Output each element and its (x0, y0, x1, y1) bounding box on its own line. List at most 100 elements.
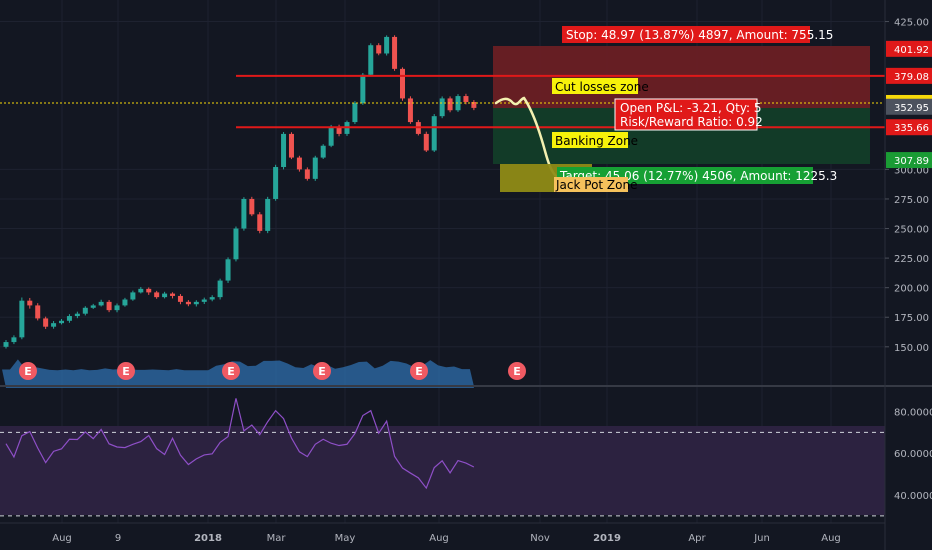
time-tick-label: 2018 (194, 533, 222, 544)
candlestick-series (3, 35, 477, 349)
candle-body (138, 288, 144, 293)
time-tick-label: Aug (821, 533, 841, 544)
candle-body (43, 318, 49, 327)
candle-body (170, 293, 176, 296)
candle-body (225, 259, 231, 281)
pnl-box (614, 98, 758, 131)
candle-body (352, 103, 358, 123)
candle-body (304, 169, 310, 179)
time-tick-label: Nov (530, 533, 550, 544)
earnings-label: E (318, 365, 326, 378)
candle-body (130, 292, 136, 300)
earnings-icon (410, 362, 428, 380)
candle-body (11, 337, 17, 343)
candle-body (439, 98, 445, 117)
candle-body (423, 133, 429, 151)
price-label-text: 307.89 (894, 156, 929, 167)
earnings-icon (508, 362, 526, 380)
candle-body (471, 101, 477, 108)
candle-body (265, 198, 271, 231)
candle-body (3, 342, 9, 347)
earnings-icon (117, 362, 135, 380)
price-tick-label: 175.00 (894, 313, 929, 324)
candle-body (241, 198, 247, 229)
candle-body (368, 45, 374, 75)
candle-body (217, 280, 223, 298)
candle-body (66, 316, 72, 321)
banking-label-box (552, 132, 628, 148)
open-pnl-text: Open P&L: -3.21, Qty: 5 (620, 101, 762, 115)
candle-body (74, 313, 80, 317)
candle-body (146, 288, 152, 293)
price-tick-label: 275.00 (894, 195, 929, 206)
target-info-text: Target: 45.06 (12.77%) 4506, Amount: 122… (559, 169, 837, 183)
rsi-tick-label: 60.0000 (894, 449, 932, 460)
candle-body (312, 157, 318, 179)
candle-body (455, 96, 461, 111)
candle-body (360, 74, 366, 104)
candle-body (233, 228, 239, 260)
earnings-label: E (513, 365, 521, 378)
price-label-text: 352.95 (894, 103, 929, 114)
candle-body (249, 198, 255, 215)
risk-reward-text: Risk/Reward Ratio: 0.92 (620, 115, 763, 129)
candle-body (177, 295, 183, 302)
price-tick-label: 225.00 (894, 254, 929, 265)
earnings-icon (222, 362, 240, 380)
candle-body (51, 323, 57, 327)
candle-body (19, 300, 25, 338)
banking-label: Banking Zone (555, 134, 638, 148)
candle-body (400, 68, 405, 99)
candle-body (193, 301, 199, 305)
candle-body (154, 292, 160, 298)
candle-body (288, 133, 294, 158)
price-label-text: 335.66 (894, 123, 929, 134)
candle-body (336, 126, 342, 134)
price-label-text: 379.08 (894, 72, 929, 83)
projected-path (494, 96, 558, 178)
candle-body (35, 305, 41, 319)
cut-losses-label-box (552, 78, 638, 94)
earnings-icon (19, 362, 37, 380)
rsi-axis[interactable]: 80.0000 60.0000 40.0000 (894, 408, 932, 502)
price-axis[interactable]: 425.00 300.00 275.00 250.00 225.00 200.00 175.… (885, 18, 929, 354)
stop-info-box (562, 26, 810, 43)
time-tick-label: 2019 (593, 533, 621, 544)
candle-body (162, 293, 168, 298)
earnings-label: E (122, 365, 130, 378)
earnings-label: E (24, 365, 32, 378)
time-tick-label: Apr (688, 533, 706, 544)
price-tick-label: 250.00 (894, 225, 929, 236)
time-tick-label: Mar (267, 533, 287, 544)
earnings-icon (313, 362, 331, 380)
candle-body (384, 36, 390, 54)
price-tick-label: 300.00 (894, 165, 929, 176)
rsi-tick-label: 40.0000 (894, 491, 932, 502)
candle-body (27, 300, 33, 306)
earnings-label: E (415, 365, 423, 378)
stop-info-text: Stop: 48.97 (13.87%) 4897, Amount: 755.1… (566, 28, 833, 42)
jackpot-label: Jack Pot Zone (555, 178, 637, 192)
rsi-indicator (0, 398, 885, 517)
rsi-tick-label: 80.0000 (894, 408, 932, 419)
rsi-line (5, 398, 475, 490)
price-label-tag (886, 152, 932, 169)
time-tick-label: 9 (115, 533, 121, 544)
candle-body (447, 98, 453, 111)
candle-body (122, 299, 128, 306)
candle-body (296, 157, 302, 170)
jackpot-label-box (554, 177, 628, 192)
candle-body (90, 305, 96, 308)
price-tick-label: 200.00 (894, 284, 929, 295)
price-tick-label: 425.00 (894, 18, 929, 29)
time-axis[interactable]: Aug 9 2018 Mar May Aug Nov 2019 Apr Jun Aug (52, 533, 841, 544)
candle-body (82, 307, 88, 314)
time-tick-label: Jun (753, 533, 770, 544)
time-tick-label: Aug (52, 533, 72, 544)
price-label-tag (886, 40, 932, 57)
rsi-band (0, 426, 885, 515)
candle-body (98, 301, 104, 306)
